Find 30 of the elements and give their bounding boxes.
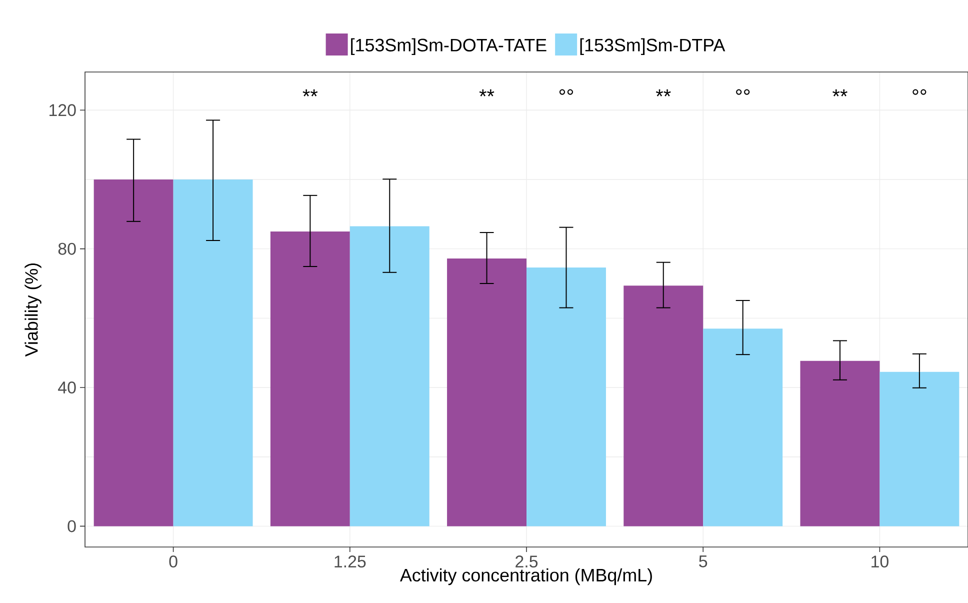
legend-label: [153Sm]Sm-DOTA-TATE <box>351 38 546 56</box>
bar <box>800 360 880 526</box>
annotation: ** <box>832 89 848 96</box>
bar <box>173 179 253 526</box>
annotation: ** <box>656 89 671 96</box>
bar <box>94 179 174 526</box>
bar <box>703 328 783 526</box>
x-tick-label: 1.25 <box>334 556 366 568</box>
x-tick-label: 5 <box>699 556 708 568</box>
bar <box>526 268 606 526</box>
annotation: °° <box>559 89 574 95</box>
x-tick-label: 2.5 <box>516 556 538 568</box>
legend-label: [153Sm]Sm-DTPA <box>580 38 726 56</box>
x-tick-label: 10 <box>872 556 888 568</box>
y-tick-label: 0 <box>68 520 76 532</box>
y-axis-title: Viability (%) <box>24 263 42 357</box>
x-tick-label: 0 <box>169 556 178 568</box>
y-tick-label: 40 <box>58 382 76 394</box>
annotation: °° <box>912 89 926 95</box>
annotation: ** <box>479 89 494 96</box>
bar <box>624 286 704 526</box>
bar <box>350 226 430 526</box>
y-tick-label: 80 <box>58 242 76 255</box>
annotation: °° <box>736 89 750 95</box>
bar <box>270 231 350 526</box>
annotation: ** <box>302 89 318 96</box>
y-tick-label: 120 <box>50 104 76 116</box>
bar <box>447 258 527 526</box>
x-axis-title: Activity concentration (MBq/mL) <box>400 568 652 586</box>
bar <box>880 372 960 526</box>
